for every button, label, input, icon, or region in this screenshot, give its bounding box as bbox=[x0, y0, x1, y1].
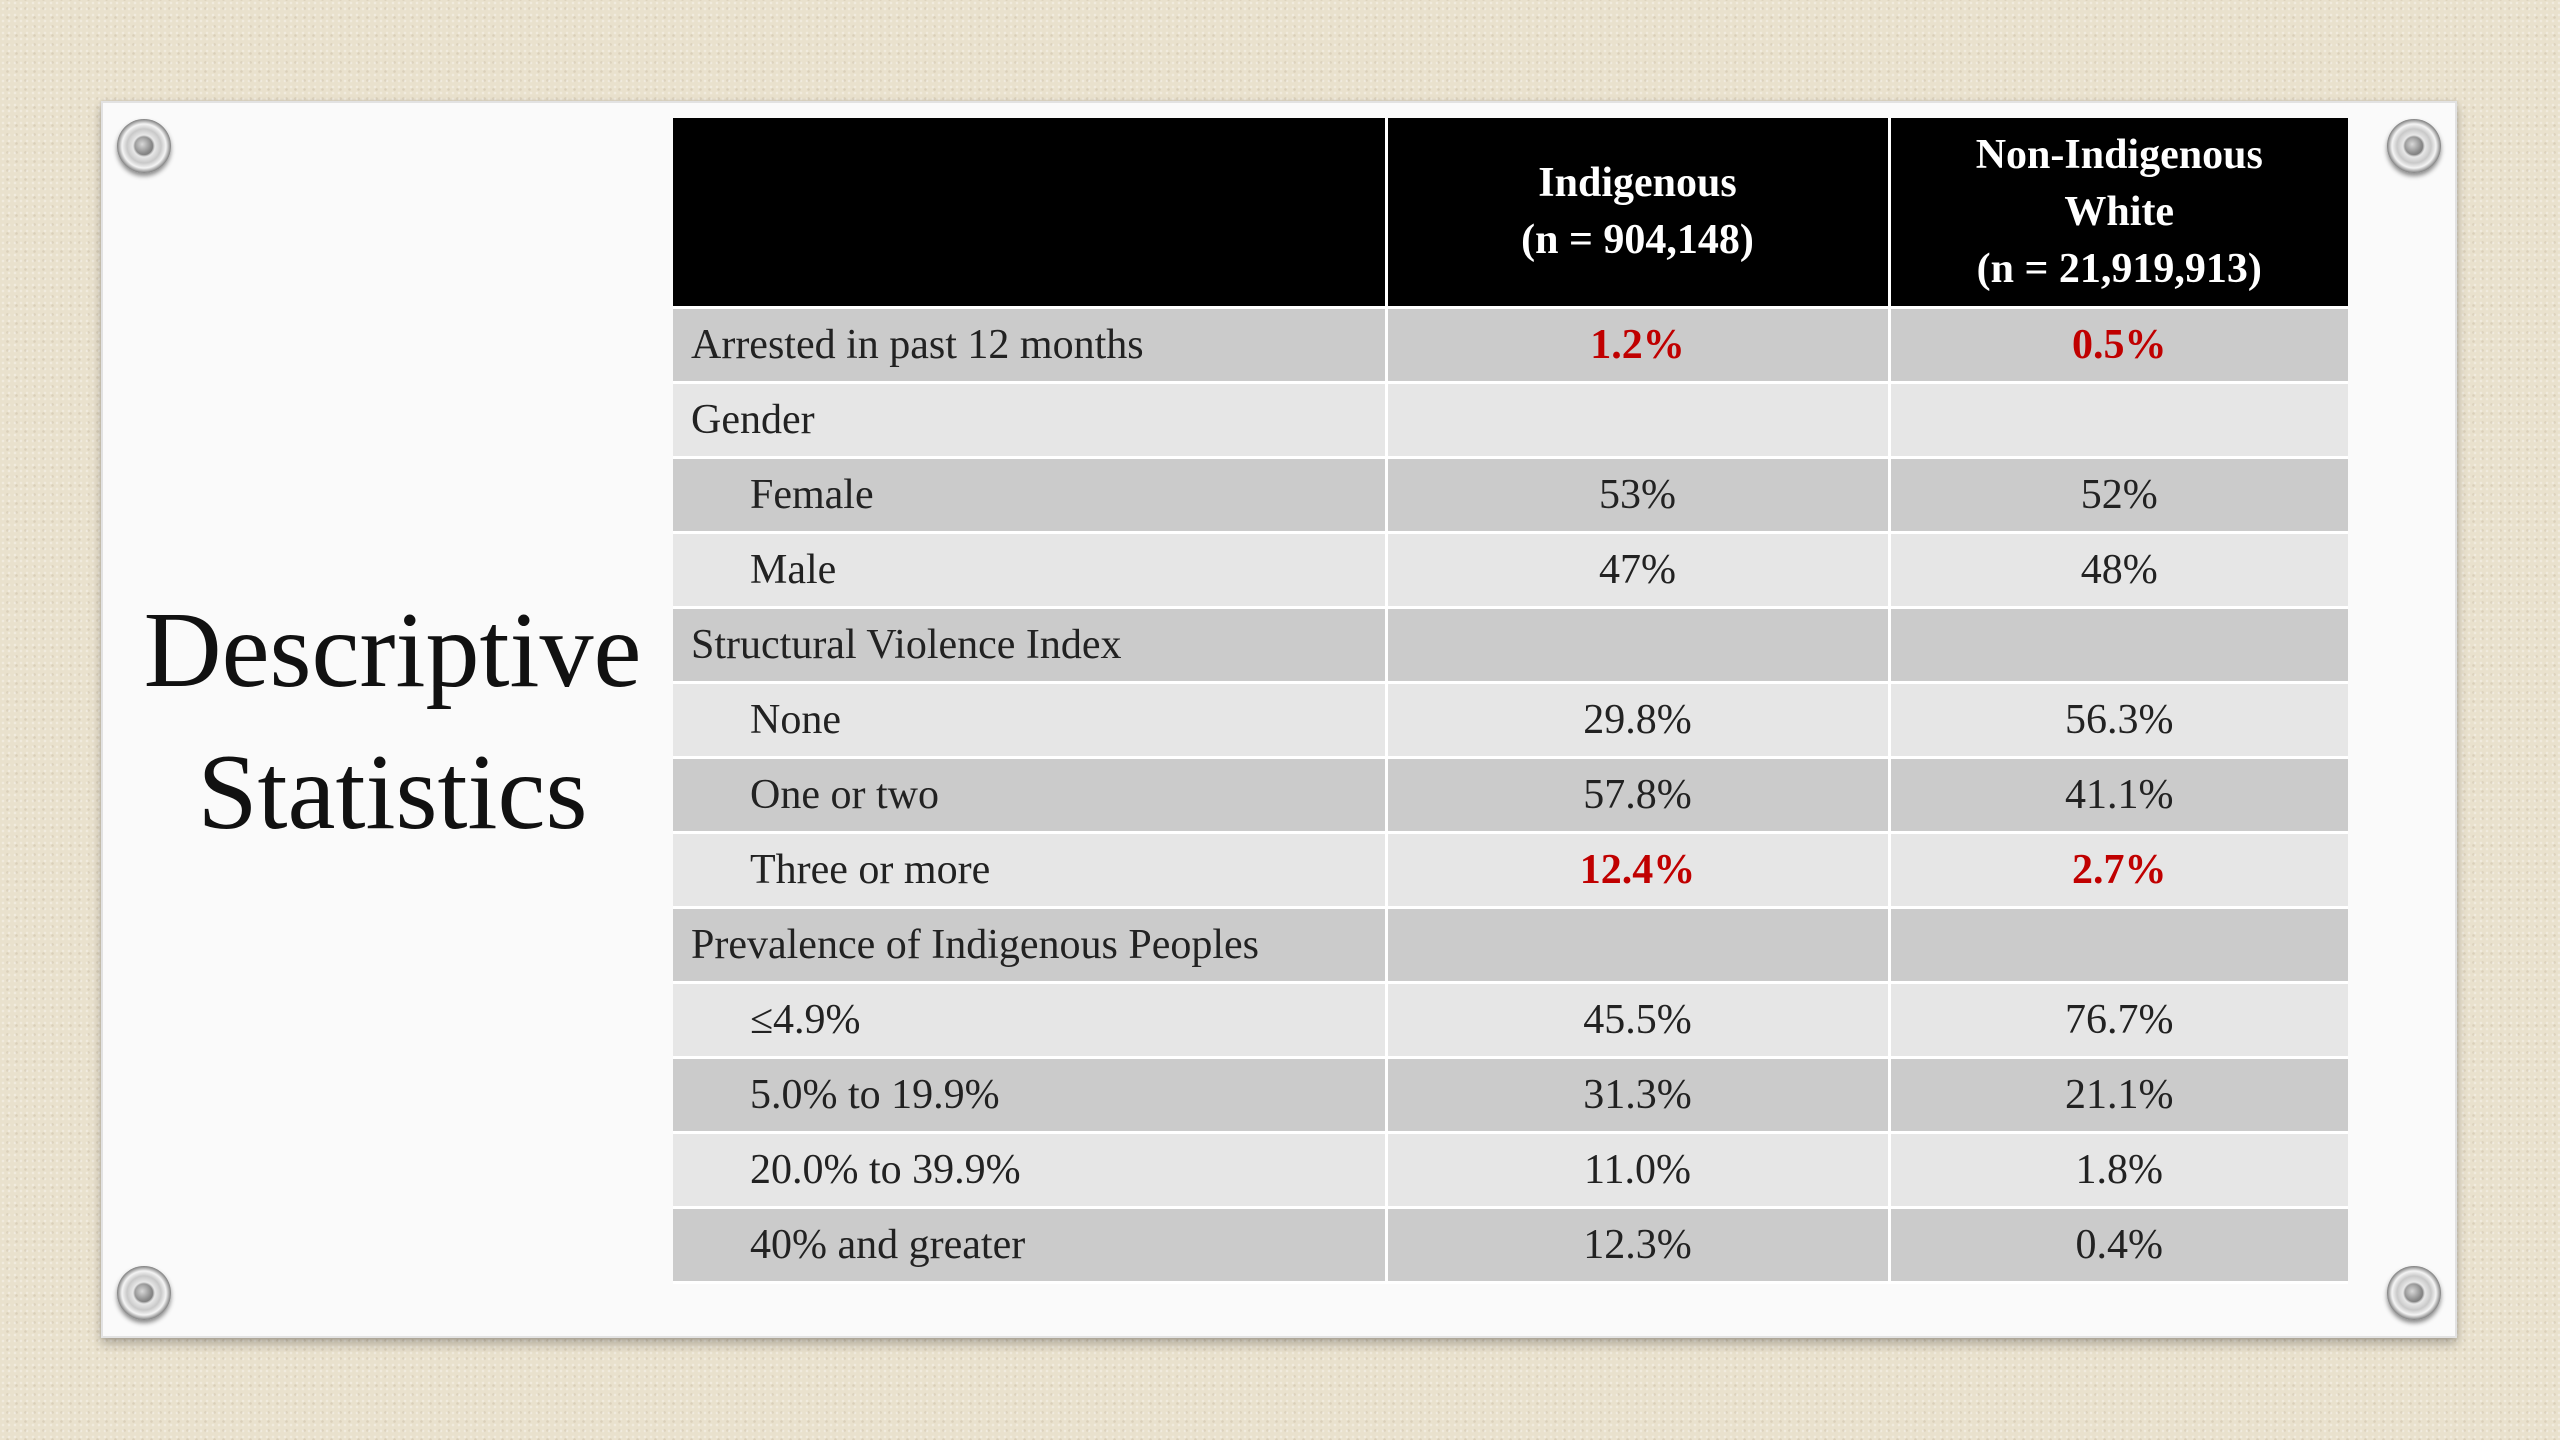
header-empty-cell bbox=[673, 118, 1388, 309]
white-value: 48% bbox=[1889, 532, 2348, 609]
table-row: One or two 57.8% 41.1% bbox=[673, 757, 2348, 834]
indigenous-value bbox=[1386, 382, 1891, 459]
table-header-row: Indigenous (n = 904,148) Non-Indigenous … bbox=[673, 118, 2348, 309]
row-label: One or two bbox=[673, 757, 1388, 834]
white-value bbox=[1889, 907, 2348, 984]
slide-title-line-2: Statistics bbox=[197, 733, 588, 852]
table-row: Male 47% 48% bbox=[673, 532, 2348, 609]
pushpin-bottom-left bbox=[117, 1266, 171, 1320]
row-label: Gender bbox=[673, 382, 1388, 459]
row-label: Structural Violence Index bbox=[673, 607, 1388, 684]
white-value: 21.1% bbox=[1889, 1057, 2348, 1134]
table-row: Prevalence of Indigenous Peoples bbox=[673, 907, 2348, 984]
row-label: Three or more bbox=[673, 832, 1388, 909]
row-label: Prevalence of Indigenous Peoples bbox=[673, 907, 1388, 984]
indigenous-value: 45.5% bbox=[1386, 982, 1891, 1059]
indigenous-value bbox=[1386, 907, 1891, 984]
row-label: 40% and greater bbox=[673, 1207, 1388, 1284]
table-row: Structural Violence Index bbox=[673, 607, 2348, 684]
white-value: 56.3% bbox=[1889, 682, 2348, 759]
row-label: ≤4.9% bbox=[673, 982, 1388, 1059]
white-value: 0.5% bbox=[1889, 307, 2348, 384]
pushpin-head bbox=[135, 1284, 153, 1302]
header-white-label-2: White bbox=[2064, 188, 2175, 235]
row-label: None bbox=[673, 682, 1388, 759]
pushpin-head bbox=[2405, 137, 2423, 155]
header-non-indigenous-white: Non-Indigenous White (n = 21,919,913) bbox=[1889, 118, 2348, 309]
indigenous-value: 31.3% bbox=[1386, 1057, 1891, 1134]
table-row: None 29.8% 56.3% bbox=[673, 682, 2348, 759]
table-row: 40% and greater 12.3% 0.4% bbox=[673, 1207, 2348, 1284]
header-indigenous-n: (n = 904,148) bbox=[1521, 217, 1754, 263]
header-white-n: (n = 21,919,913) bbox=[1976, 245, 2262, 292]
white-value bbox=[1889, 607, 2348, 684]
white-value: 41.1% bbox=[1889, 757, 2348, 834]
indigenous-value: 53% bbox=[1386, 457, 1891, 534]
header-indigenous-label: Indigenous bbox=[1538, 160, 1737, 206]
indigenous-value: 57.8% bbox=[1386, 757, 1891, 834]
slide-title-line-1: Descriptive bbox=[143, 591, 642, 710]
indigenous-value: 1.2% bbox=[1386, 307, 1891, 384]
table-row: 20.0% to 39.9% 11.0% 1.8% bbox=[673, 1132, 2348, 1209]
white-value: 52% bbox=[1889, 457, 2348, 534]
indigenous-value: 11.0% bbox=[1386, 1132, 1891, 1209]
row-label: 20.0% to 39.9% bbox=[673, 1132, 1388, 1209]
pushpin-top-right bbox=[2387, 119, 2441, 173]
pushpin-head bbox=[2405, 1284, 2423, 1302]
white-value: 1.8% bbox=[1889, 1132, 2348, 1209]
white-value: 2.7% bbox=[1889, 832, 2348, 909]
pushpin-head bbox=[135, 137, 153, 155]
table-row: Arrested in past 12 months 1.2% 0.5% bbox=[673, 307, 2348, 384]
descriptive-statistics-table: Indigenous (n = 904,148) Non-Indigenous … bbox=[673, 118, 2348, 1284]
indigenous-value: 12.3% bbox=[1386, 1207, 1891, 1284]
table-row: Female 53% 52% bbox=[673, 457, 2348, 534]
white-value: 76.7% bbox=[1889, 982, 2348, 1059]
row-label: Male bbox=[673, 532, 1388, 609]
pushpin-bottom-right bbox=[2387, 1266, 2441, 1320]
indigenous-value: 12.4% bbox=[1386, 832, 1891, 909]
white-value: 0.4% bbox=[1889, 1207, 2348, 1284]
row-label: 5.0% to 19.9% bbox=[673, 1057, 1388, 1134]
pushpin-top-left bbox=[117, 119, 171, 173]
header-white-label-1: Non-Indigenous bbox=[1975, 131, 2263, 178]
table-row: 5.0% to 19.9% 31.3% 21.1% bbox=[673, 1057, 2348, 1134]
indigenous-value: 47% bbox=[1386, 532, 1891, 609]
table-row: Three or more 12.4% 2.7% bbox=[673, 832, 2348, 909]
table-row: ≤4.9% 45.5% 76.7% bbox=[673, 982, 2348, 1059]
indigenous-value: 29.8% bbox=[1386, 682, 1891, 759]
row-label: Female bbox=[673, 457, 1388, 534]
row-label: Arrested in past 12 months bbox=[673, 307, 1388, 384]
indigenous-value bbox=[1386, 607, 1891, 684]
table-row: Gender bbox=[673, 382, 2348, 459]
white-value bbox=[1889, 382, 2348, 459]
header-indigenous: Indigenous (n = 904,148) bbox=[1386, 118, 1891, 309]
slide-title: Descriptive Statistics bbox=[120, 580, 665, 864]
